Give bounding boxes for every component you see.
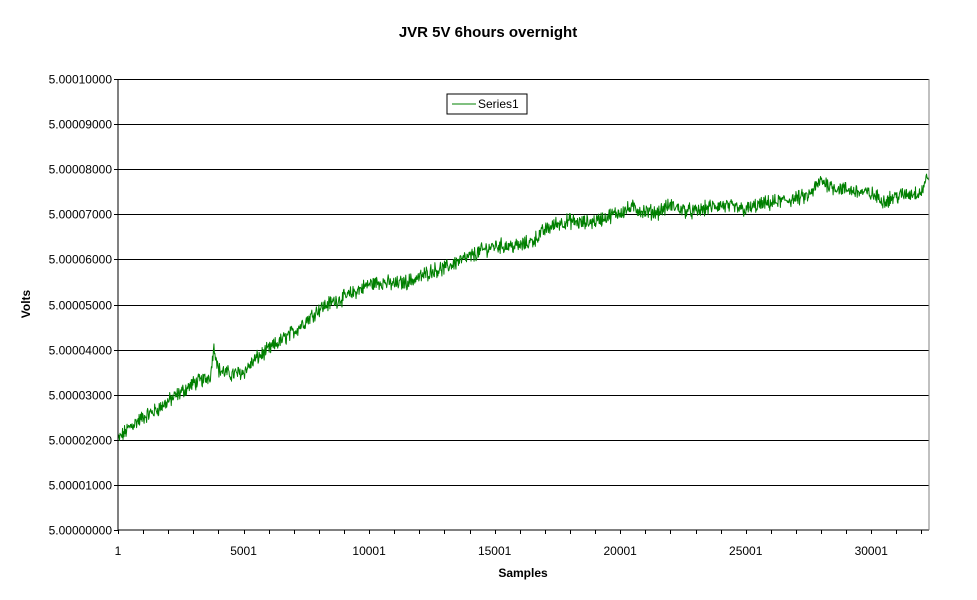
y-tick-label: 5.00006000 (49, 253, 113, 267)
y-tick-label: 5.00008000 (49, 163, 113, 177)
x-ticks: 1 5001 10001 15001 20001 25001 30001 (115, 530, 922, 558)
x-tick-label: 25001 (729, 544, 763, 558)
x-tick-label: 10001 (352, 544, 386, 558)
y-tick-label: 5.00000000 (49, 524, 113, 538)
legend-box (446, 93, 528, 115)
x-tick-label: 30001 (855, 544, 889, 558)
x-tick-label: 15001 (478, 544, 512, 558)
chart-title: JVR 5V 6hours overnight (399, 24, 577, 41)
x-tick-label: 20001 (603, 544, 637, 558)
x-tick-label: 1 (115, 544, 122, 558)
y-tick-label: 5.00010000 (49, 73, 113, 87)
gridlines (118, 79, 929, 486)
y-tick-label: 5.00004000 (49, 344, 113, 358)
series-group (117, 173, 930, 441)
plot-area (118, 79, 929, 530)
x-tick-label: 5001 (230, 544, 257, 558)
y-axis-title: Volts (19, 289, 33, 318)
plot-background (118, 79, 929, 530)
y-ticks: 5.00000000 5.00001000 5.00002000 5.00003000… (49, 73, 118, 538)
y-tick-label: 5.00003000 (49, 389, 113, 403)
y-tick-label: 5.00009000 (49, 118, 113, 132)
y-tick-label: 5.00001000 (49, 479, 113, 493)
x-axis-title: Samples (498, 566, 548, 580)
series-line-series1 (117, 173, 930, 441)
legend: Series1 (446, 93, 528, 115)
axes (117, 79, 930, 531)
y-tick-label: 5.00007000 (49, 208, 113, 222)
y-tick-label: 5.00002000 (49, 434, 113, 448)
y-tick-label: 5.00005000 (49, 299, 113, 313)
legend-label-series1: Series1 (478, 97, 519, 111)
